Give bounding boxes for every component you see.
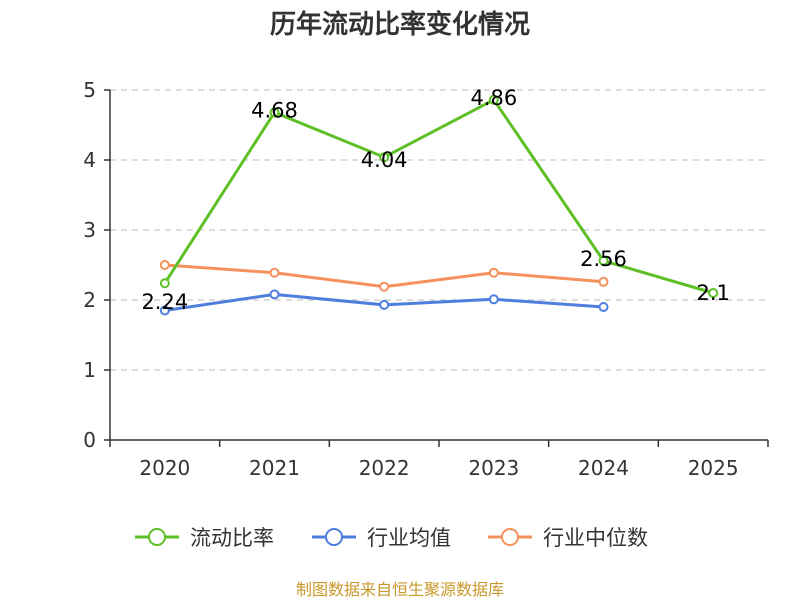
data-point[interactable] <box>598 255 609 266</box>
data-point[interactable] <box>488 94 499 105</box>
legend-marker-icon <box>325 528 343 546</box>
series-lines <box>159 94 719 316</box>
legend-item[interactable]: 行业均值 <box>312 526 451 550</box>
y-tick-label: 1 <box>83 358 96 382</box>
data-point[interactable] <box>159 260 170 270</box>
x-tick-label: 2025 <box>688 456 739 480</box>
y-tick-label: 2 <box>83 288 96 312</box>
legend-marker-icon <box>501 528 519 546</box>
data-label: 2.1 <box>696 281 729 305</box>
data-point[interactable] <box>379 152 390 163</box>
data-label: 4.68 <box>251 98 298 122</box>
legend-label: 流动比率 <box>190 526 274 550</box>
x-tick-label: 2020 <box>139 456 190 480</box>
data-point[interactable] <box>159 278 170 289</box>
data-point[interactable] <box>488 267 499 278</box>
source-note: 制图数据来自恒生聚源数据库 <box>296 580 504 599</box>
data-point[interactable] <box>598 302 609 312</box>
data-label: 2.24 <box>141 290 188 314</box>
x-tick-label: 2024 <box>578 456 629 480</box>
series-line <box>163 98 715 295</box>
data-point[interactable] <box>379 281 390 292</box>
y-tick-label: 0 <box>83 428 96 452</box>
y-tick-label: 5 <box>83 78 96 102</box>
data-label: 2.56 <box>580 247 627 271</box>
grid-lines <box>110 89 768 371</box>
y-tick-label: 4 <box>83 148 96 172</box>
legend-item[interactable]: 行业中位数 <box>488 526 648 550</box>
data-point[interactable] <box>488 294 499 305</box>
data-point[interactable] <box>269 107 280 118</box>
legend-label: 行业均值 <box>367 526 451 550</box>
x-tick-label: 2022 <box>359 456 410 480</box>
data-label: 4.04 <box>361 148 408 172</box>
x-tick-label: 2021 <box>249 456 300 480</box>
data-label: 4.86 <box>470 86 517 110</box>
data-point[interactable] <box>598 276 609 287</box>
data-point[interactable] <box>269 289 280 300</box>
data-point[interactable] <box>379 299 390 310</box>
data-point[interactable] <box>159 305 170 316</box>
axes: 0 1 2 3 4 5 2020 2021 2022 2023 2024 2025 <box>83 78 769 480</box>
legend[interactable]: 流动比率 行业均值 行业中位数 <box>135 526 648 550</box>
legend-item[interactable]: 流动比率 <box>135 526 274 550</box>
legend-label: 行业中位数 <box>543 526 648 550</box>
x-tick-label: 2023 <box>468 456 519 480</box>
data-point[interactable] <box>708 288 719 298</box>
chart-title: 历年流动比率变化情况 <box>270 9 530 40</box>
legend-marker-icon <box>148 528 166 546</box>
data-point[interactable] <box>269 267 280 278</box>
y-tick-label: 3 <box>83 218 96 242</box>
data-labels: 2.24 4.68 4.04 4.86 2.56 2.1 <box>141 86 729 314</box>
